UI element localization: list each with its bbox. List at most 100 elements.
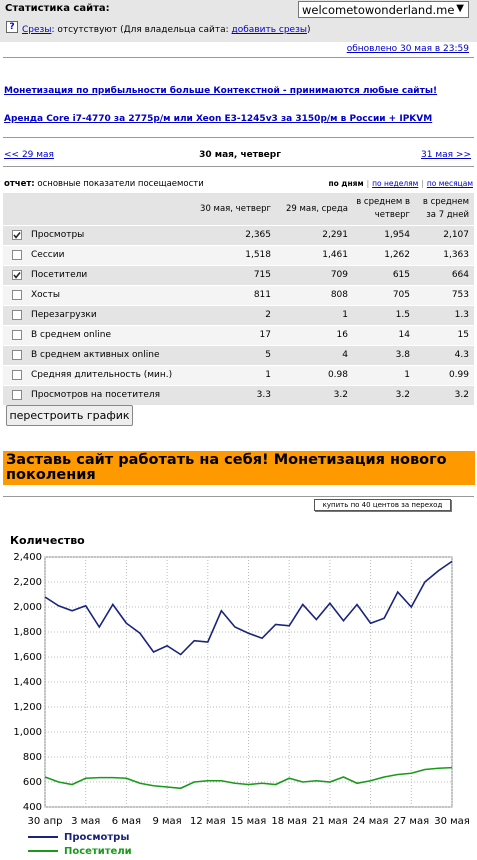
x-tick-label: 9 мая: [152, 816, 181, 827]
row-label: Сессии: [31, 250, 65, 260]
help-icon[interactable]: ?: [6, 21, 18, 33]
cell-value: 753: [451, 290, 469, 300]
cell-value: 1: [404, 370, 410, 380]
checkbox[interactable]: [12, 390, 22, 400]
chart: Количество 400 600 800 1,000 1,200 1,400 1,600 1…: [10, 534, 470, 857]
checkbox[interactable]: [12, 330, 22, 340]
y-tick-label: 1,000: [13, 727, 42, 738]
report-title: основные показатели посещаемости: [37, 179, 204, 189]
row-label: Перезагрузки: [31, 310, 97, 320]
row-label: Хосты: [31, 290, 60, 300]
y-tick-label: 2,200: [13, 577, 42, 588]
y-tick-label: 1,600: [13, 652, 42, 663]
table-row: [3, 345, 474, 365]
x-tick-label: 24 мая: [353, 816, 389, 827]
table-row: [3, 225, 474, 245]
cell-value: 0.99: [448, 370, 469, 380]
cell-value: 1,262: [384, 250, 410, 260]
cell-value: 811: [253, 290, 271, 300]
row-label: В среднем активных online: [31, 350, 160, 360]
cell-value: 14: [398, 330, 410, 340]
column-header: 30 мая, четверг: [200, 203, 271, 214]
checkbox[interactable]: [12, 250, 22, 260]
cell-value: 715: [253, 270, 271, 280]
cell-value: 3.3: [256, 390, 271, 400]
table-row: [3, 285, 474, 305]
series-line: [44, 560, 453, 656]
cell-value: 5: [265, 350, 271, 360]
row-label: Просмотры: [31, 230, 85, 240]
report-line: отчет: основные показатели посещаемости: [4, 179, 204, 189]
cell-value: 4.3: [454, 350, 469, 360]
x-tick-label: 12 мая: [190, 816, 226, 827]
row-label: Просмотров на посетителя: [31, 390, 161, 400]
cell-value: 808: [330, 290, 348, 300]
cell-value: 2,365: [245, 230, 271, 240]
site-select[interactable]: welcometowonderland.me ▼: [298, 1, 469, 18]
separator: [3, 57, 474, 58]
cell-value: 615: [392, 270, 410, 280]
slices-link[interactable]: Срезы: [22, 25, 52, 35]
y-tick-label: 1,200: [13, 702, 42, 713]
cell-value: 16: [336, 330, 348, 340]
table-row: [3, 325, 474, 345]
checkmark: [13, 272, 21, 279]
chart-title: Количество: [10, 534, 85, 547]
y-tick-label: 800: [23, 752, 42, 763]
buy-button[interactable]: купить по 40 центов за переход: [314, 499, 451, 511]
separator: [3, 496, 474, 497]
nav-current: 30 мая, четверг: [199, 150, 281, 160]
cell-value: 1: [265, 370, 271, 380]
y-tick-label: 600: [23, 777, 42, 788]
cell-value: 705: [392, 290, 410, 300]
period-link[interactable]: по неделям: [372, 179, 419, 188]
ad-link[interactable]: Монетизация по прибыльности больше Конте…: [4, 86, 438, 96]
period-separator: |: [366, 179, 370, 188]
ad-link[interactable]: Аренда Core i7-4770 за 2775р/м или Xeon …: [4, 114, 433, 124]
checkmark: [13, 232, 21, 239]
table-row: [3, 305, 474, 325]
separator: [3, 137, 474, 138]
checkbox[interactable]: [12, 370, 22, 380]
table-row: [3, 385, 474, 405]
legend-label: Посетители: [64, 846, 132, 857]
y-tick-label: 1,400: [13, 677, 42, 688]
cell-value: 1,363: [443, 250, 469, 260]
updated[interactable]: обновлено 30 мая в 23:59: [346, 44, 469, 54]
x-tick-label: 6 мая: [112, 816, 141, 827]
checkbox[interactable]: [12, 290, 22, 300]
cell-value: 3.2: [333, 390, 348, 400]
legend-label: Просмотры: [64, 832, 129, 843]
dropdown-arrow: ▼: [456, 3, 464, 14]
checkbox[interactable]: [12, 230, 22, 240]
checkbox[interactable]: [12, 350, 22, 360]
y-tick-label: 2,000: [13, 602, 42, 613]
cell-value: 1.3: [454, 310, 469, 320]
slices-line: Срезы: отсутствуют (Для владельца сайта:…: [22, 25, 311, 35]
period-link[interactable]: по месяцам: [426, 179, 473, 188]
cell-value: 1,954: [384, 230, 410, 240]
rebuild-button[interactable]: перестроить график: [6, 405, 133, 426]
x-tick-label: 3 мая: [71, 816, 100, 827]
nav-prev[interactable]: << 29 мая: [4, 150, 54, 160]
checkbox[interactable]: [12, 270, 22, 280]
table-row: [3, 365, 474, 385]
cell-value: 2: [265, 310, 271, 320]
x-tick-label: 15 мая: [231, 816, 267, 827]
cell-value: 2,291: [322, 230, 348, 240]
y-tick-label: 400: [23, 802, 42, 813]
x-tick-label: 30 мая: [434, 816, 470, 827]
nav-next[interactable]: 31 мая >>: [421, 150, 471, 160]
cell-value: 3.2: [395, 390, 410, 400]
y-tick-label: 2,400: [13, 552, 42, 563]
cell-value: 2,107: [443, 230, 469, 240]
slices-add[interactable]: добавить срезы: [231, 25, 307, 35]
slices-text: : отсутствуют (Для владельца сайта:: [51, 25, 232, 35]
cell-value: 3.2: [454, 390, 469, 400]
table-row: [3, 265, 474, 285]
row-label: Средняя длительность (мин.): [31, 370, 173, 380]
cell-value: 1,518: [245, 250, 271, 260]
column-header: в среднем в четверг: [356, 197, 410, 220]
checkbox[interactable]: [12, 310, 22, 320]
